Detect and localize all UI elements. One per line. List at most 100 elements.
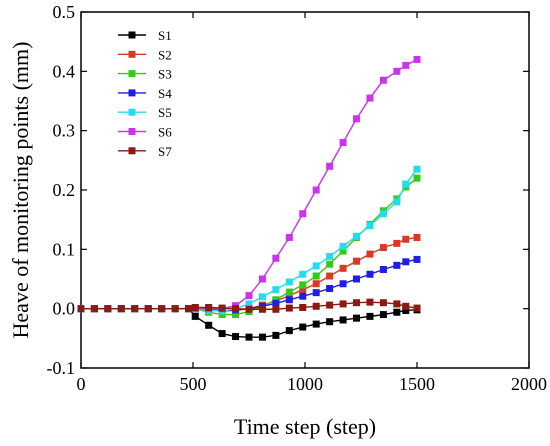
- data-point: [353, 299, 361, 307]
- data-point: [272, 331, 280, 339]
- legend-item-s4: S4: [118, 86, 172, 101]
- data-point: [218, 304, 226, 312]
- data-point: [312, 320, 320, 328]
- data-point: [379, 266, 387, 274]
- data-point: [245, 333, 253, 341]
- data-point: [245, 305, 253, 313]
- data-point: [326, 252, 334, 260]
- data-point: [90, 305, 98, 313]
- data-point: [285, 233, 293, 241]
- data-point: [379, 311, 387, 319]
- x-tick-label: 2000: [511, 374, 547, 394]
- data-point: [339, 247, 347, 255]
- data-point: [185, 305, 193, 313]
- data-point: [393, 308, 401, 316]
- data-point: [171, 305, 179, 313]
- data-point: [366, 270, 374, 278]
- data-point: [366, 312, 374, 320]
- data-point: [393, 239, 401, 247]
- data-point: [285, 304, 293, 312]
- data-point: [402, 180, 410, 188]
- data-point: [218, 330, 226, 338]
- data-point: [393, 300, 401, 308]
- data-point: [272, 286, 280, 294]
- data-point: [402, 306, 410, 314]
- data-point: [191, 312, 199, 320]
- data-point: [393, 198, 401, 206]
- legend-marker: [128, 89, 136, 97]
- data-point: [312, 262, 320, 270]
- data-point: [326, 162, 334, 170]
- data-point: [258, 275, 266, 283]
- data-point: [104, 305, 112, 313]
- data-point: [245, 300, 253, 308]
- data-point: [413, 174, 421, 182]
- data-point: [245, 292, 253, 300]
- data-point: [366, 94, 374, 102]
- data-point: [413, 55, 421, 63]
- data-point: [205, 321, 213, 329]
- legend-label: S7: [158, 144, 172, 159]
- data-point: [144, 305, 152, 313]
- data-point: [353, 115, 361, 123]
- legend-marker: [128, 70, 136, 78]
- x-axis-title: Time step (step): [234, 414, 376, 439]
- data-point: [353, 275, 361, 283]
- data-point: [285, 288, 293, 296]
- data-point: [218, 311, 226, 319]
- series-line-s5: [81, 168, 418, 312]
- legend-label: S3: [158, 67, 172, 82]
- legend-marker: [128, 31, 136, 39]
- data-point: [413, 165, 421, 173]
- data-point: [191, 303, 199, 311]
- data-point: [379, 210, 387, 218]
- data-point: [339, 316, 347, 324]
- legend-marker: [128, 128, 136, 135]
- y-tick-label: 0.4: [53, 61, 76, 81]
- legend-label: S6: [158, 125, 172, 140]
- data-point: [339, 300, 347, 308]
- data-point: [379, 299, 387, 307]
- y-tick-label: -0.1: [47, 358, 76, 378]
- legend-item-s7: S7: [118, 144, 172, 159]
- y-tick-label: 0.3: [53, 121, 76, 141]
- data-point: [393, 67, 401, 75]
- data-point: [366, 222, 374, 230]
- legend-label: S4: [158, 86, 172, 101]
- data-point: [299, 286, 307, 294]
- x-tick-label: 1000: [287, 374, 323, 394]
- data-point: [339, 242, 347, 250]
- data-point: [299, 210, 307, 218]
- legend-item-s6: S6: [118, 125, 172, 140]
- legend-marker: [128, 50, 136, 58]
- data-point: [285, 296, 293, 304]
- data-point: [258, 293, 266, 301]
- y-axis-title: Heave of monitoring points (mm): [8, 42, 33, 339]
- data-point: [285, 278, 293, 286]
- data-point: [402, 61, 410, 69]
- y-tick-label: 0.1: [53, 239, 76, 259]
- data-point: [272, 296, 280, 304]
- data-point: [402, 302, 410, 310]
- data-point: [312, 280, 320, 288]
- data-point: [326, 260, 334, 268]
- data-point: [117, 305, 125, 313]
- data-point: [299, 303, 307, 311]
- legend-item-s5: S5: [118, 105, 172, 120]
- legend-marker: [128, 147, 136, 155]
- data-point: [326, 272, 334, 280]
- data-point: [353, 314, 361, 322]
- data-point: [299, 270, 307, 278]
- series-s7: [77, 298, 421, 313]
- data-point: [312, 186, 320, 194]
- data-point: [402, 258, 410, 266]
- data-point: [413, 304, 421, 312]
- data-point: [326, 301, 334, 309]
- data-point: [285, 327, 293, 335]
- data-point: [402, 235, 410, 243]
- data-point: [326, 318, 334, 326]
- data-point: [379, 76, 387, 84]
- data-point: [232, 305, 240, 313]
- legend-item-s3: S3: [118, 67, 172, 82]
